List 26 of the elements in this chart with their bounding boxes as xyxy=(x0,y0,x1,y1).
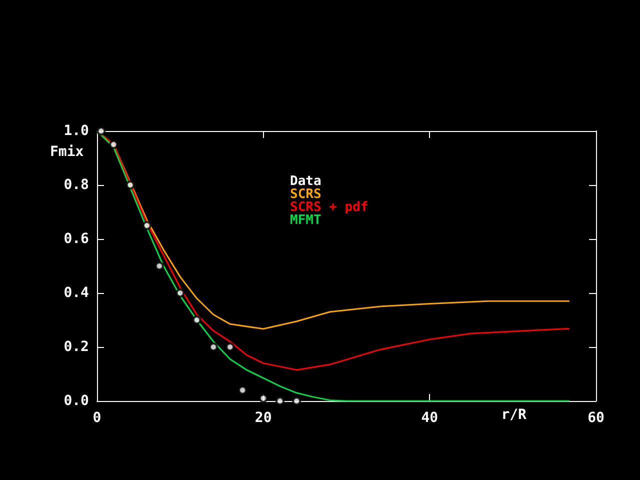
y-tick-label: 0.8 xyxy=(64,177,89,193)
text: MFMT xyxy=(290,213,322,228)
point xyxy=(192,316,202,324)
text: Data xyxy=(290,174,322,189)
point xyxy=(109,140,118,149)
y-tick-label: 0.0 xyxy=(64,393,89,409)
y-tick-label: 1.0 xyxy=(64,123,89,139)
y-axis-title: Fmix xyxy=(50,144,84,160)
point xyxy=(258,394,268,403)
point xyxy=(275,396,284,406)
x-tick-label: 40 xyxy=(421,410,438,426)
x-axis-title: r/R xyxy=(501,407,528,423)
point xyxy=(226,342,235,352)
text: SCRS + pdf xyxy=(290,200,368,215)
point xyxy=(154,262,164,270)
point xyxy=(126,180,135,190)
x-tick-label: 20 xyxy=(254,410,272,426)
x-tick-label: 60 xyxy=(588,410,604,426)
y-tick-label: 0.2 xyxy=(64,339,89,355)
x-tick-label: 0 xyxy=(92,410,102,426)
text: SCRS xyxy=(290,187,322,202)
point xyxy=(96,126,106,136)
point xyxy=(292,396,302,406)
point xyxy=(176,288,185,298)
y-tick-label: 0.6 xyxy=(64,231,89,247)
y-tick-label: 0.4 xyxy=(64,285,89,301)
